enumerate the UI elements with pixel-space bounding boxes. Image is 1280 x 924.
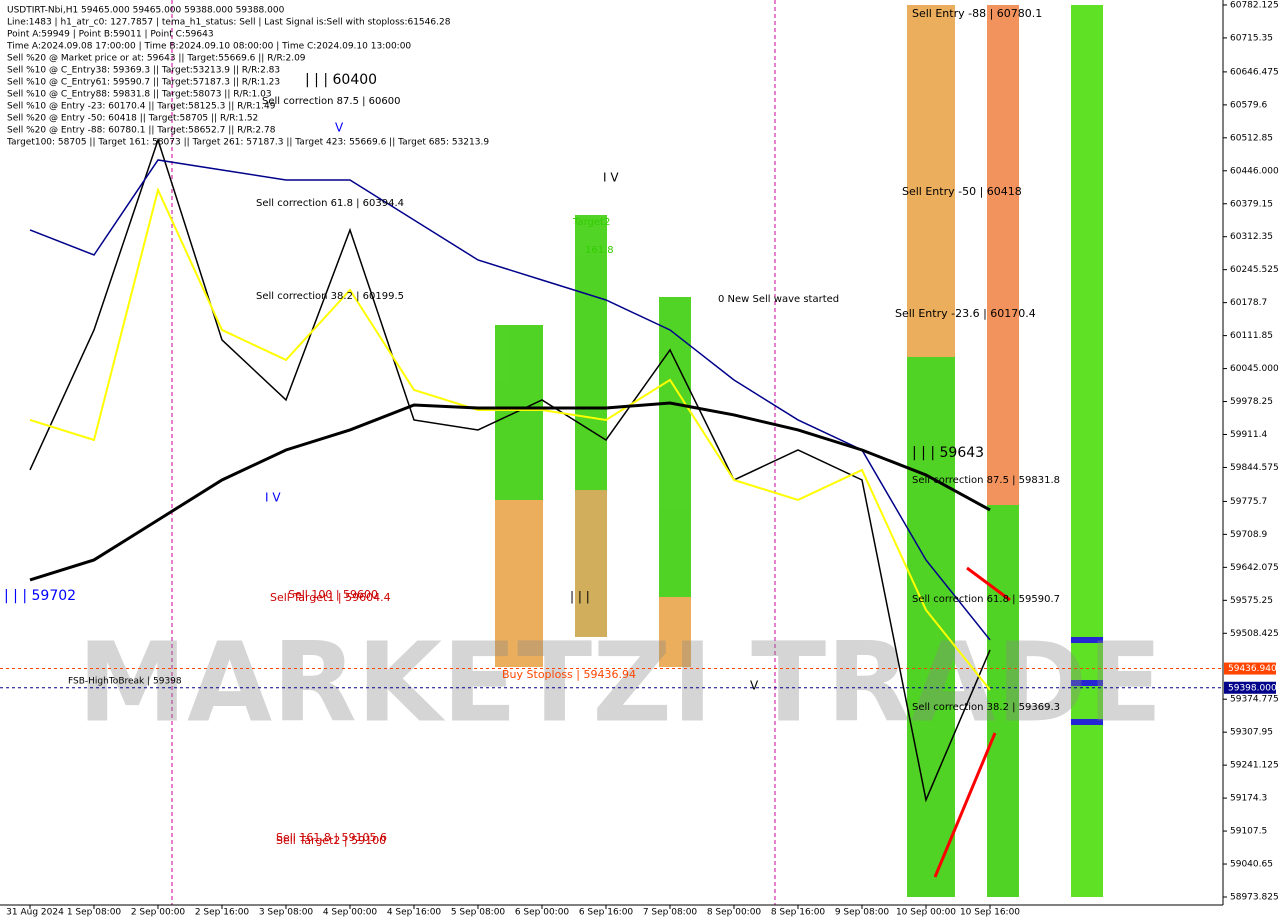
y-tick-label: 59040.65 <box>1230 860 1273 870</box>
info-line: Sell %20 @ Entry -88: 60780.1 || Target:… <box>7 126 276 136</box>
y-tick-label: 60715.35 <box>1230 33 1273 43</box>
annotation: I V <box>265 491 281 505</box>
annotation: V <box>335 121 344 135</box>
y-tick-label: 60045.000 <box>1230 364 1279 374</box>
x-tick-label: 3 Sep 08:00 <box>259 908 314 918</box>
y-tick-label: 59978.25 <box>1230 397 1273 407</box>
x-tick-label: 2 Sep 16:00 <box>195 908 250 918</box>
series-line <box>29 186 991 691</box>
info-line: Sell %10 @ Entry -23: 60170.4 || Target:… <box>7 102 276 112</box>
info-line: Sell %10 @ C_Entry88: 59831.8 || Target:… <box>7 90 272 100</box>
info-line: Line:1483 | h1_atr_c0: 127.7857 | tema_h… <box>7 18 451 28</box>
y-tick-label: 60446.000 <box>1230 166 1279 176</box>
annotation: Sell Target2 | 59100 <box>276 834 386 847</box>
x-tick-label: 31 Aug 2024 <box>6 908 64 918</box>
y-tick-label: 60782.125 <box>1230 0 1279 10</box>
annotation: Target2 <box>572 217 610 228</box>
info-line: Sell %10 @ C_Entry61: 59590.7 || Target:… <box>7 78 280 88</box>
annotation: Sell correction 61.8 | 60394.4 <box>256 198 404 209</box>
price-label-box <box>1224 662 1276 675</box>
annotation: FSB-HighToBreak | 59398 <box>68 677 182 687</box>
y-tick-label: 59107.5 <box>1230 827 1267 837</box>
y-tick-label: 59642.075 <box>1230 563 1279 573</box>
price-label: 59436.940 <box>1228 664 1277 674</box>
annotation: 161.8 <box>585 245 614 256</box>
y-tick-label: 58973.825 <box>1230 892 1279 902</box>
x-tick-label: 4 Sep 00:00 <box>323 908 378 918</box>
x-tick-label: 10 Sep 00:00 <box>896 908 956 918</box>
y-tick-label: 59174.3 <box>1230 794 1267 804</box>
annotation: Sell 161.8 | 59105.6 <box>276 831 387 844</box>
info-line: Sell %10 @ C_Entry38: 59369.3 || Target:… <box>7 66 280 76</box>
annotation: Sell correction 38.2 | 60199.5 <box>256 291 404 302</box>
annotation: Sell correction 87.5 | 60600 <box>262 96 400 107</box>
annotation: Sell Target1 | 59604.4 <box>270 591 391 604</box>
y-tick-label: 60312.35 <box>1230 232 1273 242</box>
annotation: Sell Entry -50 | 60418 <box>902 185 1022 198</box>
info-line: Sell %20 @ Entry -50: 60418 || Target:58… <box>7 114 258 124</box>
y-tick-label: 60178.7 <box>1230 298 1267 308</box>
y-tick-label: 60379.15 <box>1230 199 1273 209</box>
y-tick-label: 60579.6 <box>1230 100 1267 110</box>
price-label: 59398.000 <box>1228 683 1277 693</box>
x-tick-label: 6 Sep 00:00 <box>515 908 570 918</box>
y-tick-label: 60646.475 <box>1230 67 1279 77</box>
y-tick-label: 59911.4 <box>1230 430 1267 440</box>
info-line: Point A:59949 | Point B:59011 | Point C:… <box>7 30 214 40</box>
series-line <box>29 159 991 641</box>
annotation: Sell 100 | 59600 <box>288 588 378 601</box>
x-tick-label: 10 Sep 16:00 <box>960 908 1020 918</box>
x-tick-label: 6 Sep 16:00 <box>579 908 634 918</box>
x-tick-label: 9 Sep 08:00 <box>835 908 890 918</box>
y-tick-label: 59775.7 <box>1230 497 1267 507</box>
price-label-box <box>1224 681 1276 694</box>
y-tick-label: 60512.85 <box>1230 133 1273 143</box>
y-tick-label: 59844.575 <box>1230 463 1279 473</box>
annotation: Sell correction 87.5 | 59831.8 <box>912 475 1060 486</box>
info-line: Sell %20 @ Market price or at: 59643 || … <box>7 54 306 64</box>
series-line <box>29 401 991 582</box>
y-tick-label: 59241.125 <box>1230 761 1279 771</box>
wave-line <box>933 732 997 878</box>
annotation: Sell Entry -88 | 60780.1 <box>912 7 1042 20</box>
x-tick-label: 4 Sep 16:00 <box>387 908 442 918</box>
y-tick-label: 59374.775 <box>1230 695 1279 705</box>
x-tick-label: 7 Sep 08:00 <box>643 908 698 918</box>
series-line <box>29 137 991 803</box>
x-tick-label: 1 Sep 08:00 <box>67 908 122 918</box>
x-tick-label: 8 Sep 16:00 <box>771 908 826 918</box>
annotation: 0 New Sell wave started <box>718 294 839 305</box>
wave-line <box>966 566 1011 602</box>
annotation: I V <box>603 171 619 185</box>
info-line: Target100: 58705 || Target 161: 58073 ||… <box>6 138 489 148</box>
price-axis <box>1223 0 1280 920</box>
annotation: Sell Entry -23.6 | 60170.4 <box>895 307 1036 320</box>
annotation: | | | 59643 <box>912 445 984 461</box>
y-tick-label: 60245.525 <box>1230 265 1279 275</box>
annotation: Sell correction 61.8 | 59590.7 <box>912 594 1060 605</box>
annotation: Sell correction 38.2 | 59369.3 <box>912 702 1060 713</box>
annotation: | | | 60400 <box>305 72 377 88</box>
y-tick-label: 59508.425 <box>1230 629 1279 639</box>
annotation: V <box>750 679 759 693</box>
x-tick-label: 2 Sep 00:00 <box>131 908 186 918</box>
y-tick-label: 60111.85 <box>1230 331 1273 341</box>
y-tick-label: 59575.25 <box>1230 596 1273 606</box>
x-tick-label: 8 Sep 00:00 <box>707 908 762 918</box>
zones <box>495 5 1103 897</box>
y-tick-label: 59708.9 <box>1230 530 1267 540</box>
info-line: USDTIRT-Nbi,H1 59465.000 59465.000 59388… <box>7 6 285 16</box>
annotation: | | | <box>570 590 590 604</box>
annotation: | | | 59702 <box>4 588 76 604</box>
annotation: Buy Stoploss | 59436.94 <box>502 668 636 681</box>
y-tick-label: 59307.95 <box>1230 728 1273 738</box>
x-tick-label: 5 Sep 08:00 <box>451 908 506 918</box>
info-line: Time A:2024.09.08 17:00:00 | Time B:2024… <box>6 42 411 52</box>
watermark: MARKETZI TRADE <box>77 618 1162 746</box>
